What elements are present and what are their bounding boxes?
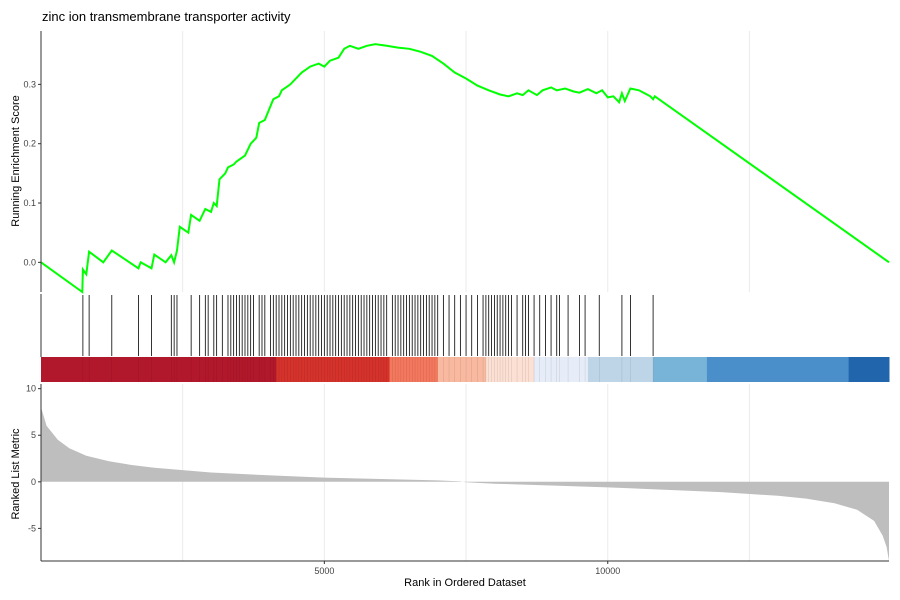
running-score-tick-label-3: 0.3 <box>23 79 36 89</box>
rank-band-1 <box>276 357 391 382</box>
rank-band-9 <box>848 357 890 382</box>
running-score-tick-label-0: 0.0 <box>23 257 36 267</box>
running-score-axis-title: Running Enrichment Score <box>10 95 22 226</box>
ranked-metric-axis-title: Ranked List Metric <box>10 428 22 520</box>
ranked-metric-y-ticks: 10 5 0 -5 <box>26 384 41 533</box>
x-axis-title: Rank in Ordered Dataset <box>404 577 526 589</box>
x-tick-label-0: 5000 <box>314 566 334 576</box>
rank-band-4 <box>485 357 535 382</box>
ranked-metric-tick-label-0: 10 <box>26 384 36 394</box>
running-score-panel: 0.0 0.1 0.2 0.3 Running Enrichment Score <box>10 31 890 294</box>
chart-title: zinc ion transmembrane transporter activ… <box>42 9 291 24</box>
rank-band-3 <box>437 357 487 382</box>
rank-color-bar <box>41 357 890 382</box>
running-score-y-ticks: 0.0 0.1 0.2 0.3 <box>23 79 41 267</box>
x-axis-ticks: 5000 10000 <box>314 561 620 576</box>
rank-band-8 <box>706 357 850 382</box>
rank-band-7 <box>653 357 708 382</box>
running-score-line <box>40 43 890 294</box>
rank-band-6 <box>587 357 654 382</box>
gene-hits-panel <box>40 294 654 357</box>
rank-band-2 <box>389 357 439 382</box>
ranked-metric-panel: 10 5 0 -5 Ranked List Metric <box>10 384 889 562</box>
ranked-metric-tick-label-3: -5 <box>28 523 36 533</box>
ranked-metric-tick-label-2: 0 <box>31 477 36 487</box>
x-tick-label-1: 10000 <box>595 566 620 576</box>
running-score-tick-label-1: 0.1 <box>23 198 36 208</box>
rank-band-5 <box>534 357 589 382</box>
ranked-metric-area <box>41 407 889 561</box>
ranked-metric-tick-label-1: 5 <box>31 430 36 440</box>
vertical-gridlines <box>182 31 750 561</box>
rank-band-0 <box>41 357 277 382</box>
running-score-tick-label-2: 0.2 <box>23 139 36 149</box>
